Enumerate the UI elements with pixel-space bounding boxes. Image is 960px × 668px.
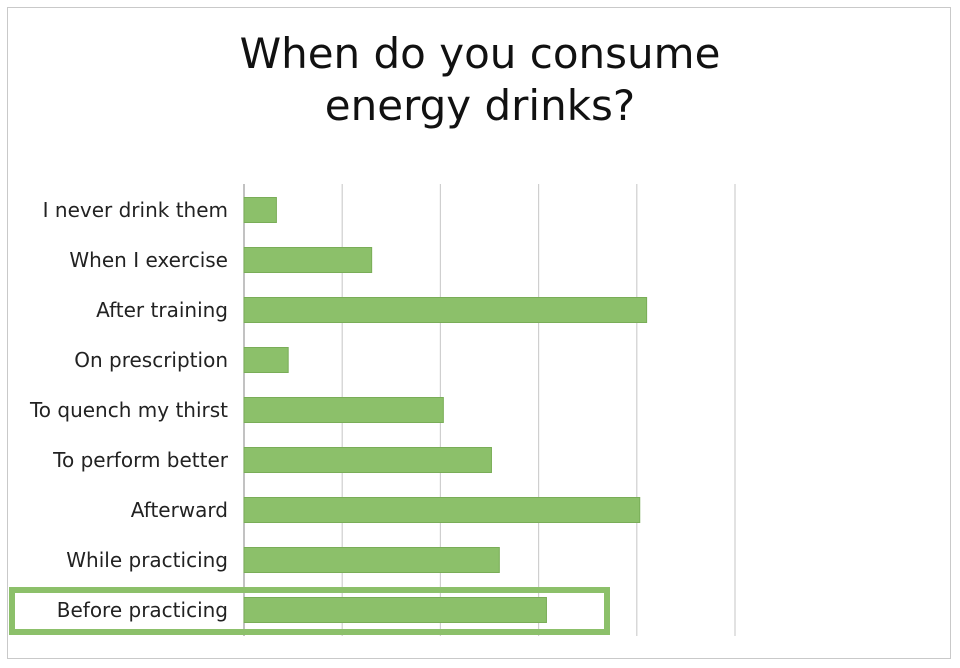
highlight-rect — [9, 587, 610, 635]
chart-title-line-1: When do you consume — [239, 29, 721, 78]
category-label-6: Afterward — [131, 498, 228, 522]
bar-0 — [243, 197, 277, 223]
category-label-8: Before practicing — [57, 598, 228, 622]
chart-title: When do you consume energy drinks? — [0, 28, 960, 132]
bar-7 — [243, 547, 500, 573]
bar-2 — [243, 297, 648, 323]
category-label-7: While practicing — [66, 548, 228, 572]
category-label-5: To perform better — [52, 448, 229, 472]
category-labels: I never drink them When I exercise After t… — [29, 198, 229, 622]
highlight-box — [9, 587, 610, 635]
bar-3 — [243, 347, 289, 373]
bar-1 — [243, 247, 373, 273]
category-label-3: On prescription — [74, 348, 228, 372]
bar-8 — [243, 597, 547, 623]
category-label-0: I never drink them — [43, 198, 228, 222]
category-label-4: To quench my thirst — [29, 398, 228, 422]
bar-4 — [243, 397, 444, 423]
bar-5 — [243, 447, 492, 473]
bar-6 — [243, 497, 641, 523]
category-label-1: When I exercise — [69, 248, 228, 272]
bars — [243, 197, 648, 623]
chart-title-line-2: energy drinks? — [324, 81, 636, 130]
category-label-2: After training — [96, 298, 228, 322]
